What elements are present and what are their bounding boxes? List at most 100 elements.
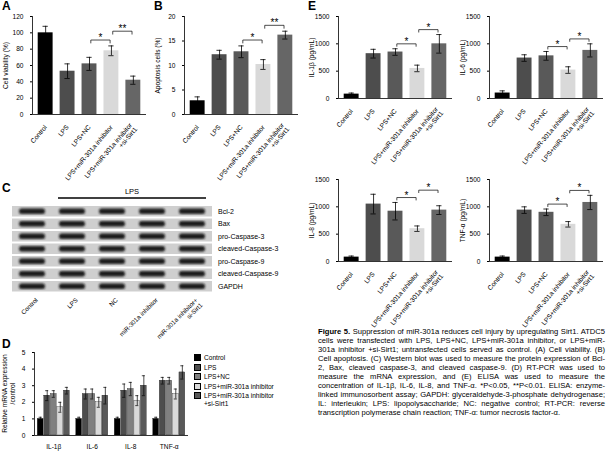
html-text:B: B	[154, 0, 163, 13]
svg-text:*: *	[405, 190, 409, 201]
svg-text:1500: 1500	[466, 176, 481, 183]
svg-text:0: 0	[477, 95, 481, 102]
svg-text:2: 2	[22, 398, 26, 405]
html-text:A: A	[2, 0, 11, 13]
svg-text:*: *	[426, 182, 430, 193]
svg-text:**: **	[270, 17, 278, 28]
html-text:D: D	[2, 337, 11, 351]
svg-text:20: 20	[16, 94, 24, 101]
svg-text:GAPDH: GAPDH	[218, 283, 243, 290]
svg-text:Control: Control	[486, 270, 505, 291]
svg-text:miR-301a inhibitor+si-Sirt1: miR-301a inhibitor+si-Sirt1	[155, 296, 204, 345]
svg-text:*: *	[577, 31, 581, 42]
svg-text:1500: 1500	[315, 176, 330, 183]
svg-text:IL-6 (pg/mL): IL-6 (pg/mL)	[459, 40, 467, 76]
svg-text:Control: Control	[20, 296, 39, 315]
svg-text:Control: Control	[29, 123, 48, 144]
svg-text:15: 15	[168, 37, 176, 44]
svg-text:0: 0	[477, 258, 481, 265]
svg-text:LPS: LPS	[363, 107, 377, 122]
svg-text:3: 3	[22, 382, 26, 389]
svg-text:LPS+miR-301a inhibitor+si-Sirt: LPS+miR-301a inhibitor+si-Sirt1	[540, 268, 596, 331]
svg-text:500: 500	[318, 67, 329, 74]
svg-text:IL-6: IL-6	[87, 443, 99, 450]
svg-text:LPS+miR-301a inhibitor+si-Sirt: LPS+miR-301a inhibitor+si-Sirt1	[540, 105, 596, 168]
svg-text:miR-301a inhibitor: miR-301a inhibitor	[118, 296, 159, 337]
svg-text:5: 5	[22, 349, 26, 356]
svg-text:*: *	[556, 196, 560, 207]
svg-text:0: 0	[20, 111, 24, 118]
svg-text:100: 100	[12, 29, 23, 36]
html-text:LPS+miR-301a inhibitor +si-Sir: LPS+miR-301a inhibitor +si-Sirt1	[204, 392, 274, 407]
html-text:C: C	[2, 181, 11, 195]
svg-text:LPS+miR-301a inhibitor+si-Sirt: LPS+miR-301a inhibitor+si-Sirt1	[389, 105, 445, 168]
svg-text:TNF-α: TNF-α	[160, 443, 179, 450]
svg-text:LPS+NC: LPS+NC	[376, 107, 398, 131]
svg-text:1000: 1000	[315, 40, 330, 47]
svg-text:IL-8 (pg/mL): IL-8 (pg/mL)	[308, 203, 316, 239]
svg-text:*: *	[556, 39, 560, 50]
svg-text:Apoptosis cells (%): Apoptosis cells (%)	[154, 37, 162, 93]
svg-text:LPS: LPS	[363, 270, 377, 285]
svg-text:*: *	[577, 182, 581, 193]
svg-text:1500: 1500	[466, 13, 481, 20]
svg-text:5: 5	[172, 86, 176, 93]
svg-text:*: *	[426, 22, 430, 33]
svg-text:1: 1	[22, 415, 26, 422]
svg-text:Bax: Bax	[218, 220, 231, 227]
svg-text:LPS: LPS	[57, 123, 71, 138]
svg-text:*: *	[251, 32, 255, 43]
svg-text:500: 500	[469, 67, 480, 74]
svg-text:LPS+miR-301a inhibitor+si-Sirt: LPS+miR-301a inhibitor+si-Sirt1	[235, 121, 291, 184]
svg-text:Cell viability (%): Cell viability (%)	[2, 42, 10, 89]
svg-text:0: 0	[22, 432, 26, 439]
svg-text:4: 4	[22, 365, 26, 372]
svg-text:Control: Control	[486, 107, 505, 128]
svg-text:LPS+miR-301a inhibitor+si-Sirt: LPS+miR-301a inhibitor+si-Sirt1	[389, 268, 445, 331]
svg-text:Control: Control	[335, 270, 354, 291]
svg-text:LPS: LPS	[514, 107, 528, 122]
svg-text:cleaved-Caspase-9: cleaved-Caspase-9	[218, 270, 278, 278]
svg-text:1000: 1000	[466, 203, 481, 210]
svg-text:60: 60	[16, 62, 24, 69]
svg-text:IL-1β: IL-1β	[46, 443, 61, 451]
svg-text:500: 500	[318, 230, 329, 237]
html-text:Figure 5. Suppression of miR-3: Figure 5. Suppression of miR-301a reduce…	[318, 327, 605, 417]
svg-text:LPS+NC: LPS+NC	[70, 123, 92, 147]
svg-text:LPS+NC: LPS+NC	[527, 107, 549, 131]
svg-text:*: *	[405, 36, 409, 47]
svg-text:IL-8: IL-8	[125, 443, 137, 450]
svg-text:500: 500	[469, 230, 480, 237]
svg-text:20: 20	[168, 13, 176, 20]
svg-text:pro-Caspase-9: pro-Caspase-9	[218, 258, 264, 266]
svg-text:Bcl-2: Bcl-2	[218, 208, 234, 215]
svg-text:**: **	[118, 23, 126, 34]
svg-text:NC: NC	[107, 296, 119, 308]
svg-text:LPS+NC: LPS+NC	[222, 123, 244, 147]
svg-text:LPS: LPS	[514, 270, 528, 285]
svg-text:Control: Control	[181, 123, 200, 144]
svg-text:0: 0	[326, 95, 330, 102]
svg-text:0: 0	[172, 111, 176, 118]
html-text:Relative mRNA expression /cont: Relative mRNA expression /control	[1, 353, 16, 433]
svg-text:TNF-α (pg/mL): TNF-α (pg/mL)	[459, 199, 467, 242]
svg-text:LPS: LPS	[209, 123, 223, 138]
svg-text:LPS+NC: LPS+NC	[376, 270, 398, 294]
svg-text:pro-Caspase-3: pro-Caspase-3	[218, 233, 264, 241]
svg-text:Control: Control	[335, 107, 354, 128]
svg-text:LPS+NC: LPS+NC	[527, 270, 549, 294]
svg-text:1000: 1000	[315, 203, 330, 210]
svg-text:40: 40	[16, 78, 24, 85]
svg-text:10: 10	[168, 62, 176, 69]
svg-text:LPS+miR-301a inhibitor+si-Sirt: LPS+miR-301a inhibitor+si-Sirt1	[83, 121, 139, 184]
svg-text:120: 120	[12, 13, 23, 20]
svg-text:IL-1β (pg/mL): IL-1β (pg/mL)	[308, 38, 316, 78]
svg-text:LPS: LPS	[125, 187, 139, 196]
svg-text:LPS: LPS	[65, 296, 78, 309]
svg-text:80: 80	[16, 45, 24, 52]
svg-text:cleaved-Caspase-3: cleaved-Caspase-3	[218, 245, 278, 253]
svg-text:1000: 1000	[466, 40, 481, 47]
svg-text:0: 0	[326, 258, 330, 265]
svg-text:1500: 1500	[315, 13, 330, 20]
svg-text:*: *	[99, 32, 103, 43]
